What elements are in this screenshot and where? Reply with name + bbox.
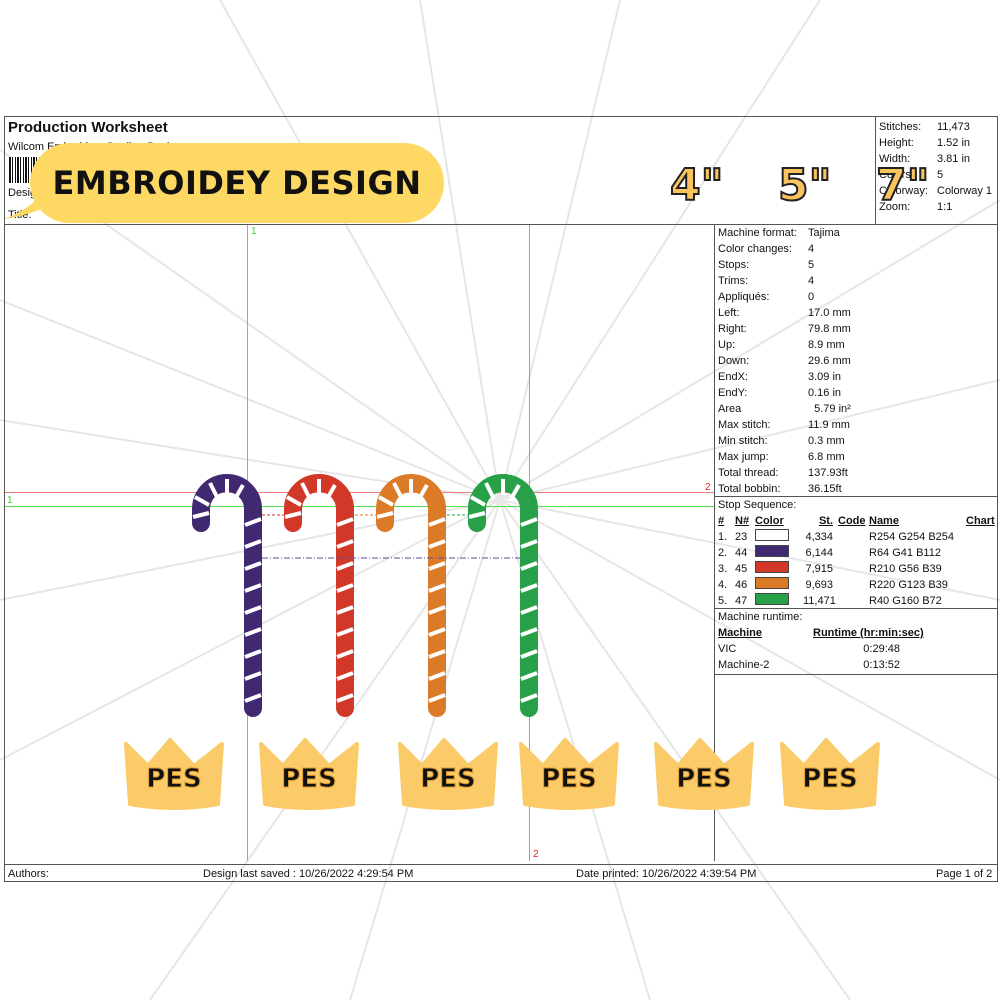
axis-label-right: 2 [705,482,711,493]
machine-info-panel: Machine format: Tajima Color changes: 4 St… [715,225,998,497]
footer: Authors: Design last saved : 10/26/2022 … [5,864,998,882]
pes-crown-badge: PES [396,738,500,810]
design-banner: EMBROIDEY DESIGN [30,143,444,223]
info-row: Area 5.79 in² [718,403,851,415]
info-row: EndX: 3.09 in [718,371,842,383]
summary-height: Height: 1.52 in [879,137,971,149]
summary-stitches: Stitches: 11,473 [879,121,970,133]
info-row: Total bobbin: 36.15ft [718,483,842,495]
info-row: Color changes: 4 [718,243,815,255]
color-swatch [755,560,789,573]
runtime-row: Machine-2 0:13:52 [718,659,900,671]
candy-cane-red [284,474,354,717]
size-label-4: 4" [669,159,725,212]
authors-label: Authors: [8,868,49,880]
summary-width: Width: 3.81 in [879,153,971,165]
info-row: Stops: 5 [718,259,815,271]
design-saved: Design last saved : 10/26/2022 4:29:54 P… [203,868,414,880]
stop-sequence-row: 3. 45 7,915 R210 G56 B39 [718,560,998,577]
pes-crown-badge: PES [652,738,756,810]
runtime-header: Machine Runtime (hr:min:sec) [718,627,924,639]
stop-sequence-table: Stop Sequence: # N# Color St. Code Name … [715,496,998,609]
info-row: Max stitch: 11.9 mm [718,419,850,431]
pes-crown-badge: PES [257,738,361,810]
summary-zoom: Zoom: 1:1 [879,201,953,213]
divider [715,674,998,675]
stop-sequence-row: 5. 47 11,471 R40 G160 B72 [718,592,998,609]
stop-sequence-row: 2. 44 6,144 R64 G41 B112 [718,544,998,561]
stop-sequence-title: Stop Sequence: [718,499,797,511]
page-title: Production Worksheet [8,119,168,136]
crown-icon [654,738,754,810]
banner-text: EMBROIDEY DESIGN [52,164,422,202]
info-row: Trims: 4 [718,275,815,287]
crown-icon [398,738,498,810]
candy-cane-purple [192,474,262,717]
size-label-7: 7" [875,159,931,212]
page-number: Page 1 of 2 [936,868,993,880]
summary-colors: Colors: 5 [879,169,944,181]
stop-sequence-row: 4. 46 9,693 R220 G123 B39 [718,576,998,593]
pes-crown-badge: PES [122,738,226,810]
color-swatch [755,576,789,589]
summary-panel: Stitches: 11,473 Height: 1.52 in Width: 3.8… [875,117,998,225]
candy-cane-green [468,474,538,717]
pes-crown-badge: PES [778,738,882,810]
machine-runtime-table: Machine runtime: Machine Runtime (hr:min… [715,608,998,673]
crown-icon [124,738,224,810]
info-row: Max jump: 6.8 mm [718,451,845,463]
summary-colorway: Colorway: Colorway 1 [879,185,993,197]
info-row: Total thread: 137.93ft [718,467,848,479]
guide-line-horizontal-2 [5,492,714,493]
guide-line-horizontal-1 [5,506,714,507]
production-worksheet: Production Worksheet Wilcom Embroidery S… [4,116,998,882]
info-row: Left: 17.0 mm [718,307,851,319]
size-label-5: 5" [777,159,833,212]
info-row: Min stitch: 0.3 mm [718,435,845,447]
crown-icon [780,738,880,810]
color-swatch [755,592,789,605]
runtime-row: VIC 0:29:48 [718,643,900,655]
design-canvas: 1 1 2 2 [5,225,715,861]
candy-cane-design [192,474,538,717]
info-row: Down: 29.6 mm [718,355,851,367]
info-row: Up: 8.9 mm [718,339,845,351]
info-row: Machine format: Tajima [718,227,840,239]
info-row: EndY: 0.16 in [718,387,842,399]
info-row: Right: 79.8 mm [718,323,851,335]
pes-crown-badge: PES [517,738,621,810]
runtime-title: Machine runtime: [718,611,803,623]
axis-label-top: 1 [251,226,257,237]
axis-label-left: 1 [7,495,13,506]
crown-icon [259,738,359,810]
candy-cane-orange [376,474,446,717]
info-row: Appliqués: 0 [718,291,815,303]
stop-sequence-row: 1. 23 4,334 R254 G254 B254 [718,528,998,545]
axis-label-bottom: 2 [533,849,539,860]
color-swatch [755,528,789,541]
color-swatch [755,544,789,557]
crown-icon [519,738,619,810]
stop-sequence-header: # N# Color St. Code Name Chart [718,515,995,527]
date-printed: Date printed: 10/26/2022 4:39:54 PM [576,868,757,880]
